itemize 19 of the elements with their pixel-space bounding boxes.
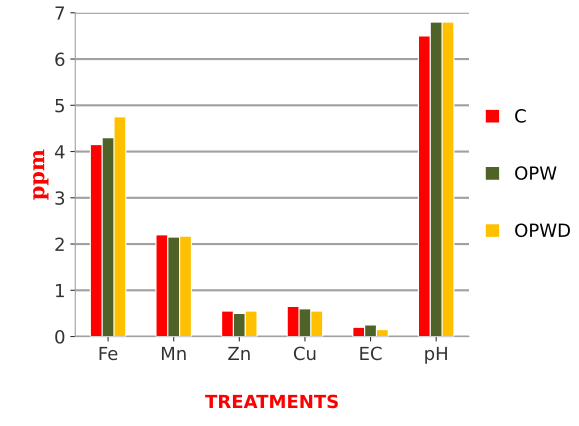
y-tick-label: 3 [55, 191, 64, 205]
y-tick-label: 6 [55, 52, 64, 66]
x-tick-label: Mn [162, 346, 186, 360]
x-tick-label: pH [425, 346, 447, 364]
y-tick-label: 1 [56, 284, 64, 298]
y-tick-label: 5 [55, 98, 64, 112]
x-tick-label: EC [360, 346, 382, 360]
y-tick-label: 7 [56, 6, 64, 20]
x-tick-label: Fe [100, 346, 118, 360]
y-axis-title: ppm [33, 150, 49, 200]
legend-label: C [515, 109, 526, 123]
y-tick-label: 4 [54, 145, 65, 158]
y-tick-label: 0 [55, 330, 64, 344]
x-tick-label: Zn [228, 346, 250, 360]
legend-label: OPWD [515, 223, 570, 238]
x-tick-label: Cu [294, 346, 316, 360]
legend-label: OPW [515, 166, 556, 180]
y-tick-label: 2 [55, 237, 64, 251]
x-axis-title: TREATMENTS [205, 394, 338, 408]
